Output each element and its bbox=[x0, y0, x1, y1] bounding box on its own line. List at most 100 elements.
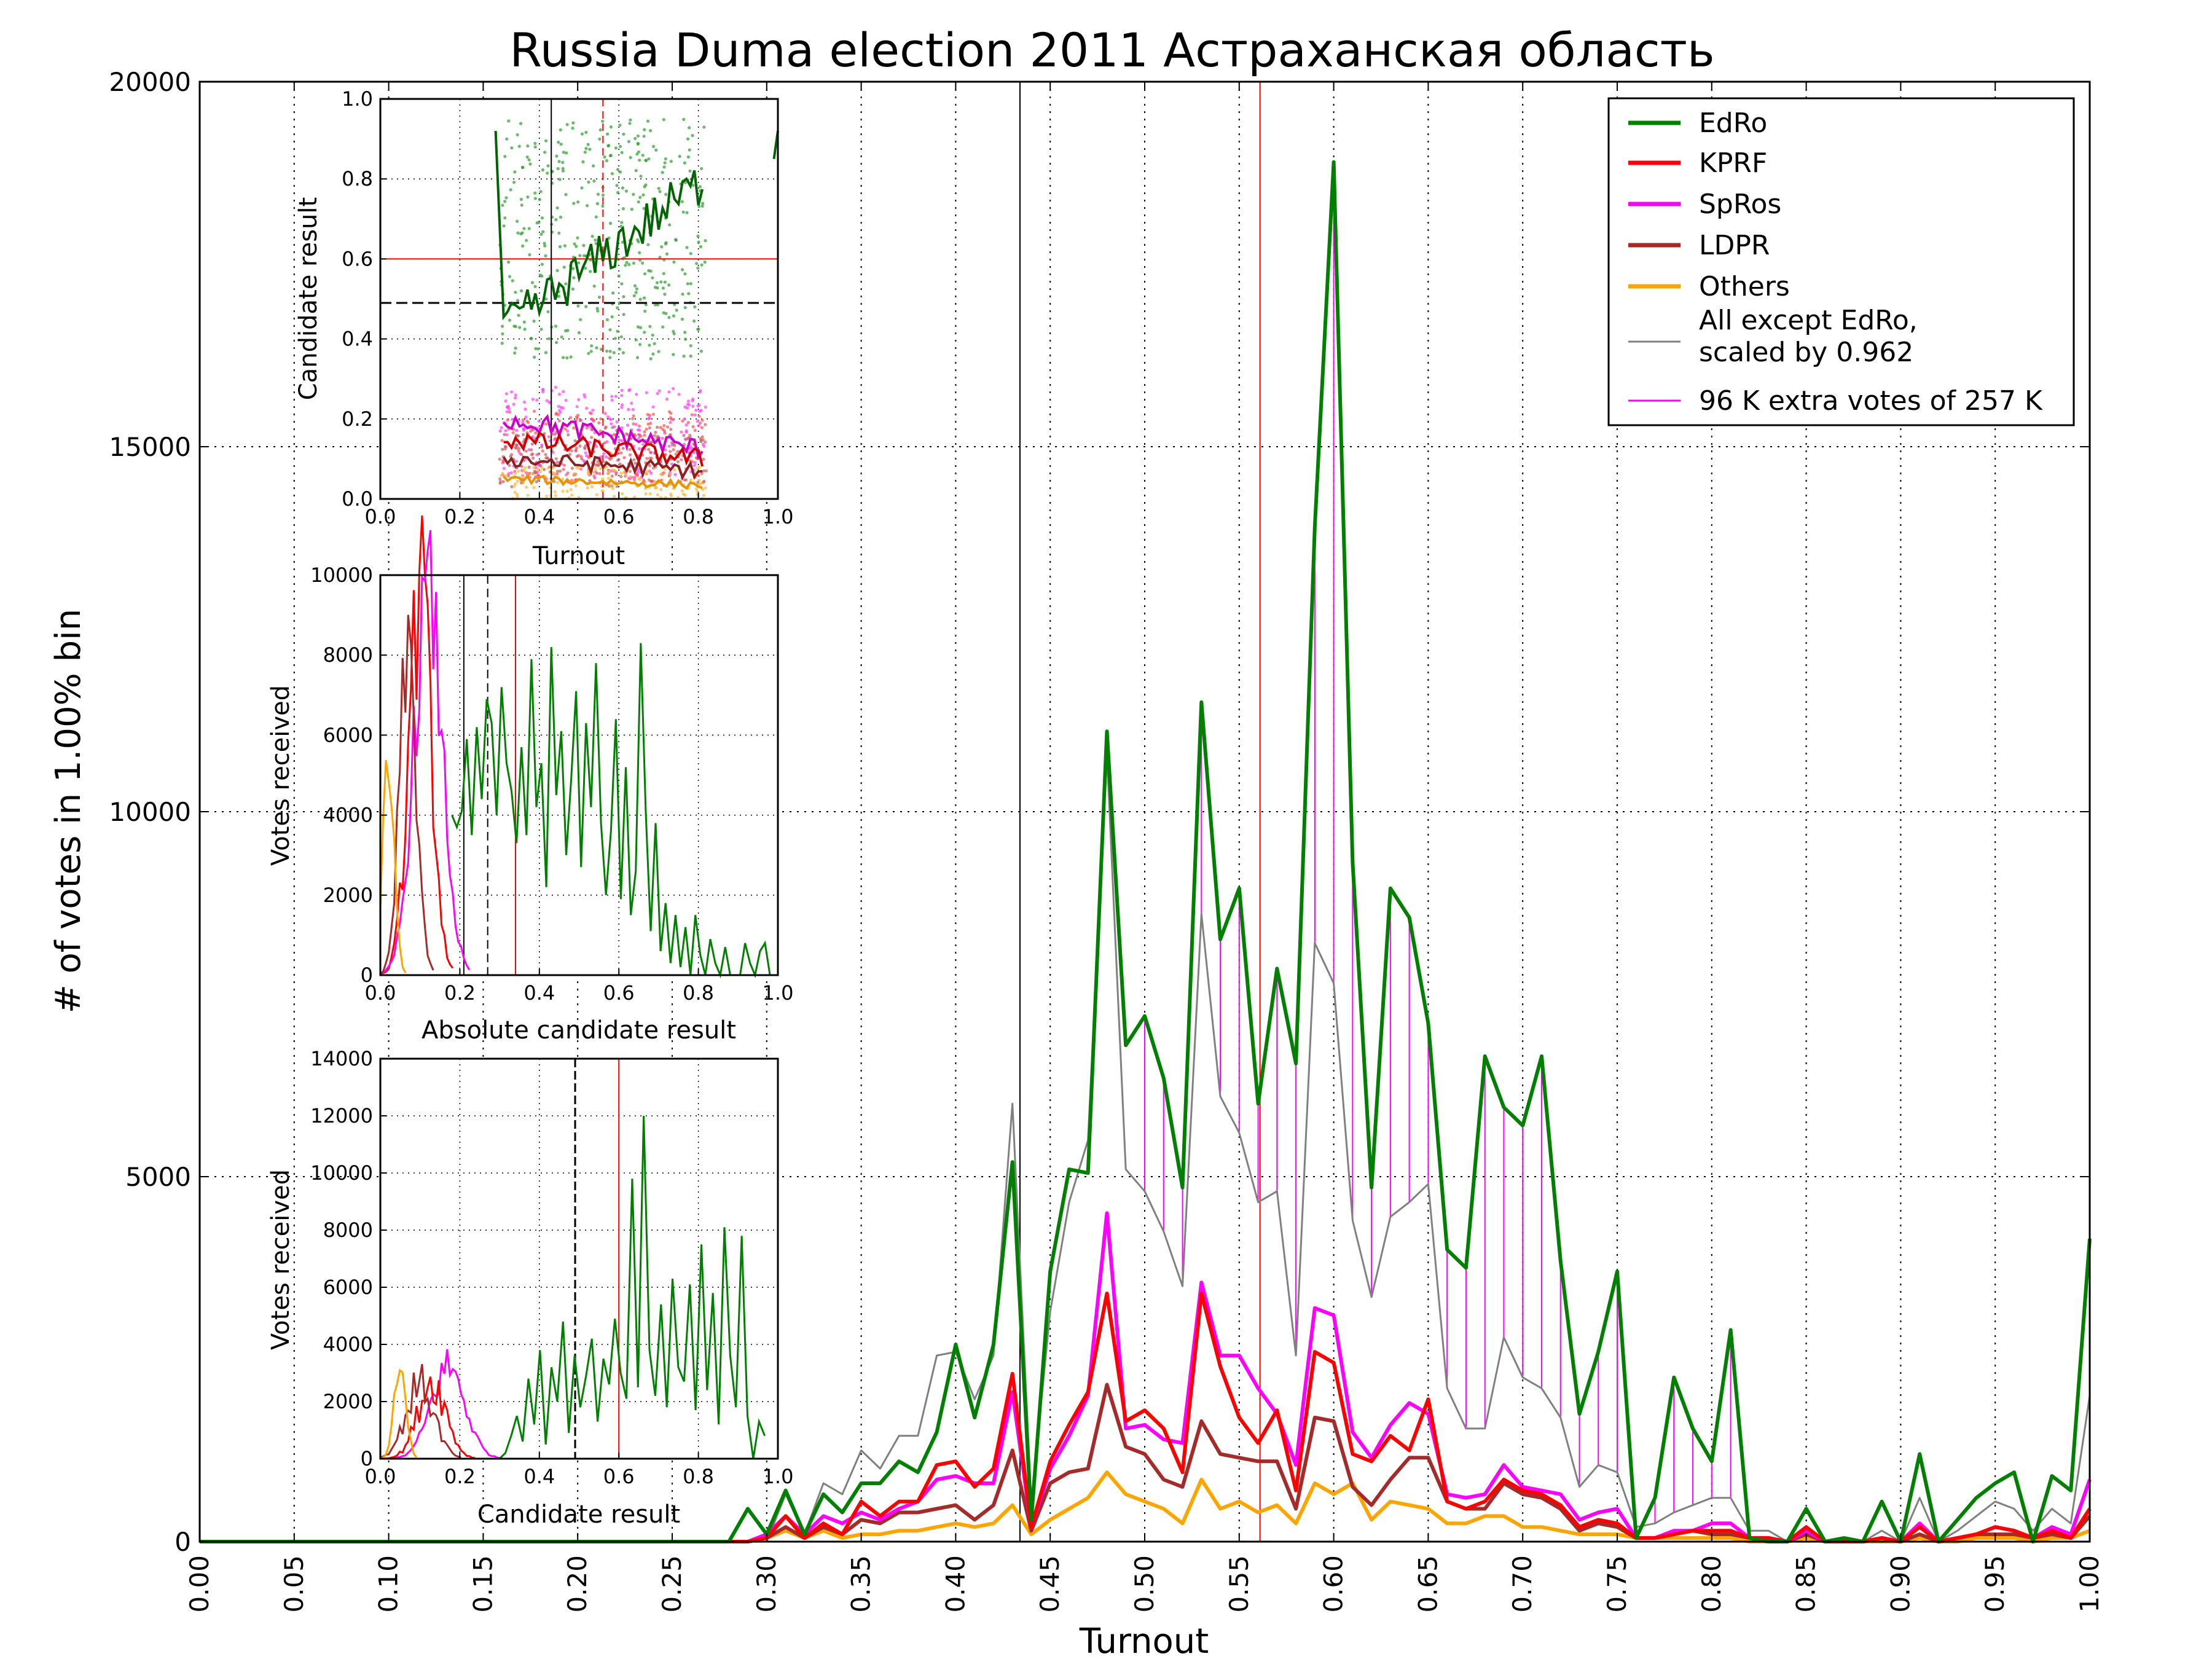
inset1-scatter-point bbox=[573, 439, 577, 443]
inset1-scatter-point bbox=[522, 468, 526, 473]
inset1-scatter-point bbox=[689, 282, 692, 286]
inset1-scatter-point bbox=[669, 450, 672, 453]
inset1-scatter-point bbox=[693, 428, 697, 433]
main-x-tick-label: 0.85 bbox=[1791, 1555, 1821, 1613]
inset1-scatter-point bbox=[571, 287, 575, 291]
inset1-scatter-point bbox=[546, 466, 550, 470]
inset1-scatter-point bbox=[522, 227, 526, 230]
inset1-scatter-point bbox=[700, 167, 704, 171]
inset2-line-kprf bbox=[380, 516, 454, 975]
inset1-scatter-point bbox=[503, 445, 508, 449]
inset1-scatter-point bbox=[704, 440, 707, 444]
inset1-scatter-point bbox=[672, 448, 675, 452]
inset1-scatter-point bbox=[594, 463, 597, 466]
inset1-scatter-point bbox=[568, 452, 572, 457]
inset1-scatter-point bbox=[505, 433, 509, 437]
inset1-scatter-point bbox=[691, 460, 694, 464]
inset1-scatter-point bbox=[701, 438, 705, 442]
inset1-scatter-point bbox=[532, 320, 536, 323]
inset1-scatter-point bbox=[624, 189, 629, 193]
inset1-scatter-point bbox=[580, 186, 584, 190]
inset1-scatter-point bbox=[655, 425, 659, 429]
inset1-scatter-point bbox=[508, 463, 511, 468]
inset1-scatter-point bbox=[619, 451, 623, 455]
inset1-scatter-point bbox=[619, 224, 623, 228]
main-x-tick-label: 0.75 bbox=[1602, 1555, 1632, 1613]
inset1-scatter-point bbox=[700, 426, 704, 429]
inset3-line-spros bbox=[380, 1349, 500, 1460]
inset2-line-others bbox=[379, 759, 407, 974]
inset1-scatter-point bbox=[613, 469, 617, 473]
inset1-scatter-point bbox=[703, 260, 707, 264]
inset1-scatter-point bbox=[526, 195, 530, 199]
inset1-scatter-point bbox=[524, 449, 528, 453]
inset1-scatter-point bbox=[621, 447, 625, 450]
inset1-scatter-point bbox=[649, 357, 653, 361]
inset1-scatter-point bbox=[586, 143, 590, 146]
inset1-scatter-point bbox=[557, 231, 561, 235]
inset1-scatter-point bbox=[665, 397, 669, 401]
inset1-scatter-point bbox=[536, 426, 540, 430]
inset1-y-tick-label: 1.0 bbox=[342, 87, 373, 111]
inset1-scatter-point bbox=[533, 355, 536, 359]
inset2-y-tick-label: 4000 bbox=[323, 804, 373, 827]
legend-label: 96 K extra votes of 257 K bbox=[1699, 385, 2043, 417]
inset3-x-tick-label: 0.0 bbox=[365, 1465, 396, 1488]
inset1-scatter-point bbox=[592, 284, 596, 288]
inset1-scatter-point bbox=[565, 123, 569, 127]
inset1-scatter-point bbox=[521, 474, 525, 479]
inset1-scatter-point bbox=[669, 416, 672, 420]
inset1-scatter-point bbox=[557, 393, 562, 396]
inset1-scatter-point bbox=[559, 410, 562, 414]
inset1-scatter-point bbox=[648, 492, 652, 496]
inset1-scatter-point bbox=[693, 461, 697, 465]
inset1-scatter-point bbox=[533, 197, 537, 200]
inset1-scatter-point bbox=[531, 452, 535, 456]
inset1-scatter-point bbox=[697, 414, 701, 418]
inset1-scatter-point bbox=[622, 471, 626, 474]
inset1-scatter-point bbox=[554, 494, 557, 498]
inset1-scatter-point bbox=[543, 151, 547, 154]
inset2-y-tick-label: 10000 bbox=[310, 563, 373, 587]
inset1-scatter-point bbox=[618, 144, 622, 148]
inset1-scatter-point bbox=[514, 393, 517, 397]
inset1-scatter-point bbox=[561, 160, 565, 164]
inset1-scatter-point bbox=[616, 329, 619, 333]
inset1-scatter-point bbox=[632, 422, 635, 426]
inset1-scatter-point bbox=[607, 144, 611, 147]
inset1-scatter-point bbox=[590, 417, 594, 421]
inset1-scatter-point bbox=[630, 401, 633, 405]
inset1-scatter-point bbox=[544, 297, 548, 301]
inset1-scatter-point bbox=[519, 122, 523, 125]
inset1-scatter-point bbox=[504, 392, 508, 396]
inset1-scatter-point bbox=[622, 456, 626, 460]
inset1-scatter-point bbox=[644, 492, 648, 496]
main-y-axis-label: # of votes in 1.00% bin bbox=[49, 609, 88, 1013]
inset1-scatter-point bbox=[634, 423, 638, 426]
inset3-y-tick-label: 6000 bbox=[323, 1276, 373, 1299]
inset1-scatter-point bbox=[697, 424, 700, 428]
inset2-x-tick-label: 1.0 bbox=[763, 981, 794, 1005]
inset1-scatter-point bbox=[530, 281, 535, 284]
inset1-scatter-point bbox=[520, 165, 525, 170]
inset1-scatter-point bbox=[704, 423, 707, 426]
inset1-scatter-point bbox=[572, 426, 576, 430]
inset1-scatter-point bbox=[571, 127, 575, 130]
inset1-scatter-point bbox=[514, 482, 517, 486]
inset1-scatter-point bbox=[618, 438, 621, 442]
inset1-scatter-point bbox=[682, 355, 686, 358]
inset1-scatter-point bbox=[520, 203, 524, 207]
chart-title: Russia Duma election 2011 Астраханская о… bbox=[509, 23, 1714, 77]
inset1-scatter-point bbox=[628, 447, 632, 452]
inset1-scatter-point bbox=[577, 466, 581, 470]
inset1-scatter-point bbox=[551, 466, 555, 470]
inset1-scatter-point bbox=[691, 399, 694, 402]
inset1-scatter-point bbox=[535, 480, 538, 484]
inset1-scatter-point bbox=[565, 356, 569, 360]
main-x-tick-label: 0.20 bbox=[562, 1555, 592, 1613]
inset1-scatter-point bbox=[591, 409, 595, 412]
inset1-scatter-point bbox=[684, 429, 688, 433]
inset3-x-tick-label: 0.2 bbox=[444, 1465, 476, 1488]
inset1-scatter-point bbox=[500, 324, 504, 328]
inset1-scatter-point bbox=[645, 457, 649, 460]
